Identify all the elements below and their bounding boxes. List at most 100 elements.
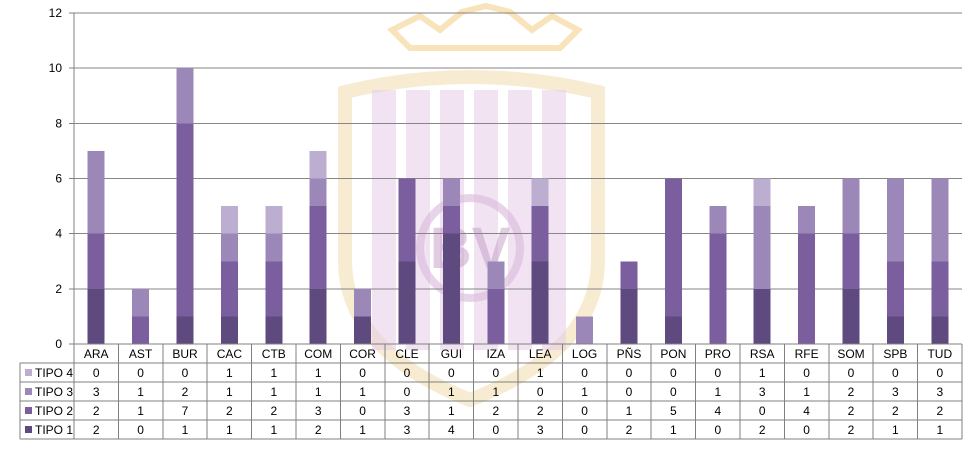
bar-segment-tipo-2-cac	[220, 261, 238, 317]
bar-segment-tipo-3-rfe	[798, 206, 816, 234]
table-cell-value: 4	[714, 404, 721, 418]
table-cell-value: 1	[270, 423, 277, 437]
table-cell-value: 1	[137, 385, 144, 399]
bar-segment-tipo-1-rsa	[753, 288, 771, 344]
table-cell-value: 1	[226, 366, 233, 380]
category-label: SOM	[837, 347, 864, 361]
table-cell-value: 3	[759, 385, 766, 399]
bar-segment-tipo-1-som	[842, 288, 860, 344]
table-cell-value: 1	[448, 385, 455, 399]
category-label: PON	[660, 347, 686, 361]
table-cell-value: 0	[759, 404, 766, 418]
bar-segment-tipo-1-tud	[931, 316, 949, 344]
table-cell-value: 3	[936, 385, 943, 399]
table-cell-value: 1	[448, 404, 455, 418]
legend-swatch	[25, 426, 32, 433]
table-cell-value: 2	[936, 404, 943, 418]
bar-segment-tipo-2-som	[842, 233, 860, 289]
table-cell-value: 0	[492, 366, 499, 380]
table-cell-value: 4	[448, 423, 455, 437]
table-cell-value: 1	[670, 423, 677, 437]
table-cell-value: 0	[714, 366, 721, 380]
table-cell-value: 0	[670, 385, 677, 399]
table-cell-value: 7	[182, 404, 189, 418]
bar-segment-tipo-3-cor	[354, 288, 372, 317]
bar-segment-tipo-4-lea	[531, 178, 549, 207]
table-cell-value: 0	[182, 366, 189, 380]
category-label: IZA	[486, 347, 505, 361]
table-cell-value: 2	[270, 404, 277, 418]
y-tick-label: 12	[49, 6, 63, 20]
crown-icon	[386, 2, 583, 51]
club-crest-watermark: BV	[338, 2, 605, 408]
bar-segment-tipo-3-cac	[220, 233, 238, 262]
category-label: GUI	[441, 347, 462, 361]
table-cell-value: 2	[848, 423, 855, 437]
table-cell-value: 0	[448, 366, 455, 380]
table-cell-value: 1	[803, 385, 810, 399]
category-label: ARA	[84, 347, 109, 361]
table-cell-value: 1	[626, 404, 633, 418]
table-cell-value: 1	[581, 385, 588, 399]
bar-segment-tipo-1-spb	[886, 316, 904, 344]
bar-segment-tipo-2-lea	[531, 206, 549, 262]
bar-segment-tipo-4-com	[309, 150, 327, 179]
bar-segment-tipo-2-gui	[442, 206, 460, 234]
legend-label: TIPO 4	[35, 366, 73, 380]
bar-segment-tipo-2-ast	[132, 316, 150, 344]
y-tick-label: 4	[55, 227, 62, 241]
bar-segment-tipo-1-pñs	[620, 288, 638, 344]
table-cell-value: 0	[714, 423, 721, 437]
table-cell-value: 2	[226, 404, 233, 418]
table-cell-value: 2	[315, 423, 322, 437]
table-cell-value: 0	[404, 385, 411, 399]
y-tick-label: 8	[55, 116, 62, 130]
bar-segment-tipo-1-ctb	[265, 316, 283, 344]
table-cell-value: 3	[93, 385, 100, 399]
bar-segment-tipo-1-cor	[354, 316, 372, 344]
bar-segment-tipo-1-bur	[176, 316, 194, 344]
y-tick-label: 6	[55, 172, 62, 186]
bar-segment-tipo-3-tud	[931, 178, 949, 262]
table-cell-value: 0	[581, 404, 588, 418]
category-label: AST	[129, 347, 153, 361]
bar-segment-tipo-2-pro	[709, 233, 727, 344]
crest-ring	[416, 194, 524, 302]
bar-segment-tipo-2-iza	[487, 288, 505, 344]
category-label: CTB	[262, 347, 286, 361]
crest-stripe	[372, 90, 396, 350]
table-cell-value: 1	[759, 366, 766, 380]
bar-segment-tipo-2-cle	[398, 178, 416, 262]
table-cell-value: 0	[359, 366, 366, 380]
category-label: PRO	[705, 347, 731, 361]
bar-segment-tipo-3-iza	[487, 261, 505, 289]
table-cell-value: 2	[848, 404, 855, 418]
category-label: LOG	[572, 347, 597, 361]
category-label: RSA	[750, 347, 775, 361]
bar-segment-tipo-2-ctb	[265, 261, 283, 317]
table-cell-value: 0	[803, 366, 810, 380]
table-cell-value: 3	[404, 423, 411, 437]
table-cell-value: 1	[537, 366, 544, 380]
table-cell-value: 0	[626, 385, 633, 399]
bar-segment-tipo-3-log	[576, 316, 594, 344]
category-label: COR	[349, 347, 376, 361]
table-cell-value: 1	[270, 366, 277, 380]
table-cell-value: 4	[803, 404, 810, 418]
bar-segment-tipo-3-rsa	[753, 206, 771, 289]
table-cell-value: 0	[404, 366, 411, 380]
y-tick-label: 0	[55, 337, 62, 351]
table-cell-value: 0	[492, 423, 499, 437]
table-cell-value: 3	[404, 404, 411, 418]
bar-segment-tipo-3-ctb	[265, 233, 283, 262]
bar-segment-tipo-1-gui	[442, 233, 460, 344]
legend-swatch	[25, 407, 32, 414]
table-cell-value: 0	[137, 366, 144, 380]
table-cell-value: 2	[626, 423, 633, 437]
table-cell-value: 1	[359, 423, 366, 437]
table-cell-value: 1	[359, 385, 366, 399]
bar-segment-tipo-3-ara	[87, 150, 105, 234]
y-tick-label: 2	[55, 282, 62, 296]
bar-segment-tipo-2-com	[309, 206, 327, 289]
